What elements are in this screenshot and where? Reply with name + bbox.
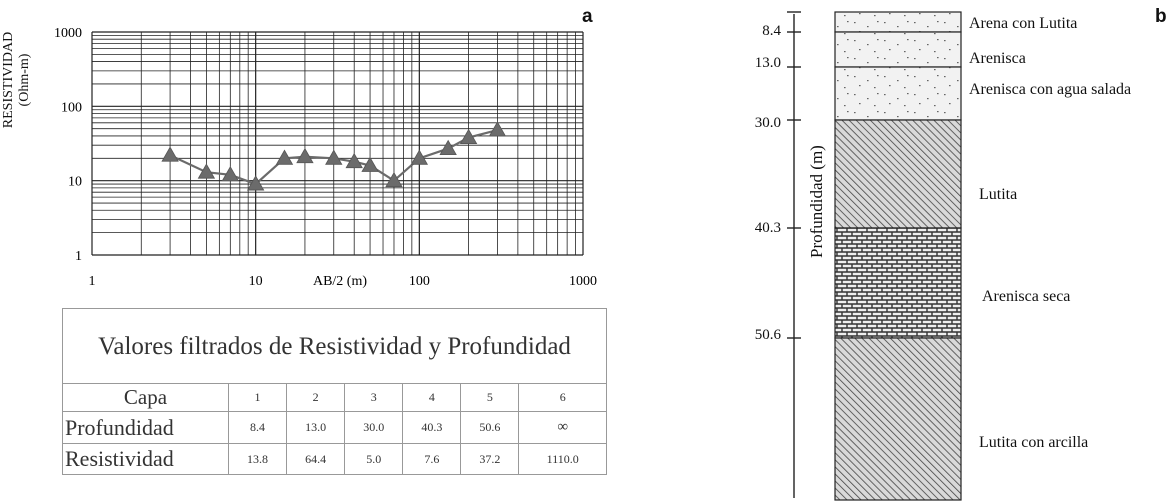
depth-tick-label: 40.3: [754, 220, 781, 236]
y-tick-label: 1: [75, 249, 82, 264]
resistividad-cell: 37.2: [460, 443, 520, 475]
panel-letter-b: b: [1155, 6, 1167, 27]
row-header-capa: Capa: [62, 383, 229, 412]
x-tick-label: 10: [249, 274, 263, 289]
x-tick-label: 100: [409, 274, 430, 289]
layer-1: [834, 11, 962, 33]
row-header-resistividad: Resistividad: [62, 443, 229, 475]
y-axis-label-line2: (Ohm-m): [17, 53, 32, 107]
data-point: [325, 149, 343, 165]
y-tick-label: 100: [61, 100, 82, 115]
y-axis-label-line1: RESISTIVIDAD: [1, 31, 16, 129]
chart-grid: [91, 31, 584, 256]
y-tick-label: 1000: [54, 26, 82, 41]
resistividad-cell: 64.4: [286, 443, 346, 475]
panel-letter-a: a: [582, 6, 593, 27]
profundidad-cell: 50.6: [460, 411, 520, 444]
resistivity-chart: 1 10 100 1000 1 10 100 1000 AB/2 (m): [54, 26, 597, 289]
depth-tick-label: 8.4: [762, 23, 781, 39]
data-point: [361, 156, 379, 172]
capa-cell: 3: [344, 383, 404, 412]
resistividad-cell: 1110.0: [518, 443, 607, 475]
layer-label-arenisca: Arenisca: [969, 50, 1026, 67]
resistividad-cell: 5.0: [344, 443, 404, 475]
layer-label-arenisca-agua-salada: Arenisca con agua salada: [969, 81, 1132, 98]
stratigraphic-column: [787, 11, 962, 501]
data-point: [275, 149, 294, 165]
row-header-profundidad: Profundidad: [62, 411, 229, 444]
data-point: [197, 163, 216, 179]
layer-4: [834, 119, 962, 229]
data-point: [246, 175, 265, 191]
depth-tick-label: 50.6: [754, 327, 781, 343]
capa-cell: 2: [286, 383, 346, 412]
data-point: [161, 146, 179, 162]
data-point: [221, 165, 240, 182]
layer-6: [834, 337, 962, 501]
data-point: [345, 152, 363, 169]
data-point: [410, 149, 429, 165]
capa-cell: 1: [227, 383, 288, 412]
x-tick-label: 1: [89, 274, 96, 289]
resistivity-table: Valores filtrados de Resistividad y Prof…: [62, 308, 607, 475]
layer-label-arenisca-seca: Arenisca seca: [982, 288, 1071, 305]
y-axis-label: RESISTIVIDAD (Ohm-m): [1, 15, 33, 145]
data-point: [488, 121, 507, 137]
y-tick-label: 10: [68, 175, 82, 190]
layer-2: [834, 31, 962, 68]
depth-axis-label: Profundidad (m): [807, 145, 826, 258]
layer-label-lutita: Lutita: [979, 186, 1018, 203]
data-point: [459, 128, 478, 144]
capa-cell: 5: [460, 383, 520, 412]
profundidad-cell: ∞: [518, 411, 607, 444]
x-axis-label: AB/2 (m): [313, 274, 367, 289]
resistividad-cell: 13.8: [227, 443, 288, 475]
resistividad-cell: 7.6: [402, 443, 462, 475]
panel-b: b Profundidad (m) 8.4 13.0 30.0 40.3 50.…: [700, 0, 1175, 502]
profundidad-cell: 40.3: [402, 411, 462, 444]
layer-label-lutita-con-arcilla: Lutita con arcilla: [979, 434, 1089, 451]
depth-tick-label: 30.0: [754, 115, 781, 131]
capa-cell: 6: [518, 383, 607, 412]
profundidad-cell: 8.4: [227, 411, 288, 444]
layer-3: [834, 66, 962, 121]
data-point: [385, 171, 403, 188]
profundidad-cell: 13.0: [286, 411, 346, 444]
data-point: [439, 139, 457, 156]
panel-a: a 1 10 100 1000 1 10 100 1000 AB/2 (m) RESISTIVI…: [1, 6, 607, 475]
layer-5: [834, 227, 962, 339]
x-tick-label: 1000: [569, 274, 597, 289]
capa-cell: 4: [402, 383, 462, 412]
depth-tick-label: 13.0: [754, 55, 781, 71]
profundidad-cell: 30.0: [344, 411, 404, 444]
data-point: [296, 147, 314, 164]
table-title: Valores filtrados de Resistividad y Prof…: [62, 308, 607, 384]
layer-label-arena-con-lutita: Arena con Lutita: [969, 15, 1078, 32]
